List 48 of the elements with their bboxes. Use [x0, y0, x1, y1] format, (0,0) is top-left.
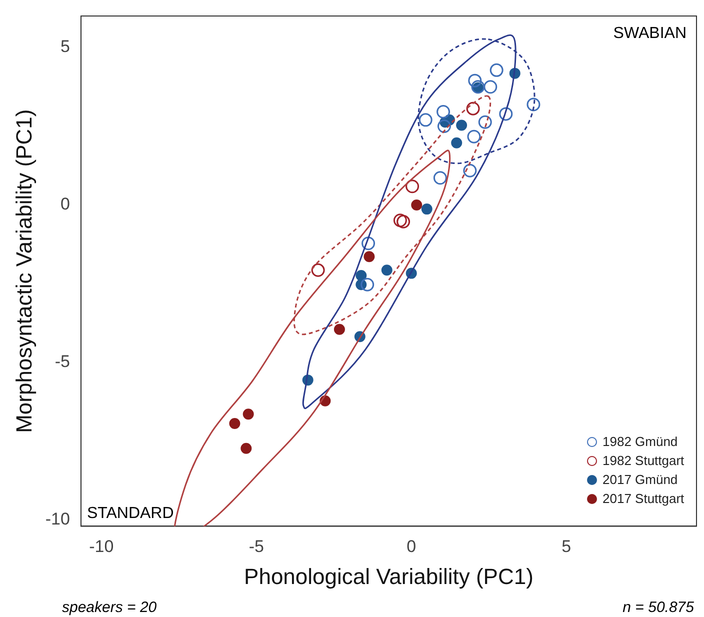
point	[526, 98, 540, 112]
text: speakers = 20	[62, 599, 158, 616]
point	[421, 204, 432, 215]
point	[484, 80, 498, 94]
point	[437, 119, 451, 133]
point	[364, 251, 375, 262]
point	[468, 74, 482, 88]
y-tick-label: -5	[54, 352, 70, 372]
x-tick-label: -10	[89, 537, 114, 556]
point	[451, 137, 462, 148]
point	[381, 264, 392, 276]
point	[393, 214, 407, 228]
x-tick-label: -5	[248, 537, 264, 556]
point	[229, 418, 240, 430]
point	[242, 408, 254, 420]
point	[467, 130, 481, 144]
y-tick-label: -10	[45, 510, 70, 529]
y-tick-label: 0	[60, 194, 70, 214]
point	[466, 102, 480, 116]
legend-label: 1982 Gmünd	[602, 433, 678, 452]
point	[433, 171, 447, 185]
text: n = 50.875	[622, 599, 695, 616]
point	[463, 164, 477, 178]
point	[418, 113, 432, 127]
legend-label: 2017 Stuttgart	[602, 490, 684, 508]
point	[360, 278, 374, 292]
annotation: SWABIAN	[613, 25, 686, 42]
point	[311, 263, 325, 277]
annotation: STANDARD	[86, 505, 174, 522]
point	[411, 199, 422, 210]
x-tick-label: 5	[562, 537, 572, 556]
point	[406, 180, 420, 194]
point	[490, 63, 504, 77]
y-axis-title: Morphosyntactic Variability (PC1)	[11, 109, 36, 433]
legend-label: 1982 Stuttgart	[602, 452, 684, 470]
point	[356, 270, 367, 282]
point	[240, 442, 252, 454]
y-tick-label: 5	[60, 37, 70, 56]
point	[456, 120, 468, 131]
x-axis-title: Phonological Variability (PC1)	[244, 564, 534, 589]
point	[396, 214, 410, 228]
point	[478, 115, 492, 129]
legend-label: 2017 Gmünd	[602, 471, 678, 490]
point	[436, 104, 450, 118]
point	[334, 324, 345, 335]
point	[362, 236, 376, 250]
point	[499, 107, 513, 121]
x-tick-label: 0	[406, 537, 416, 556]
